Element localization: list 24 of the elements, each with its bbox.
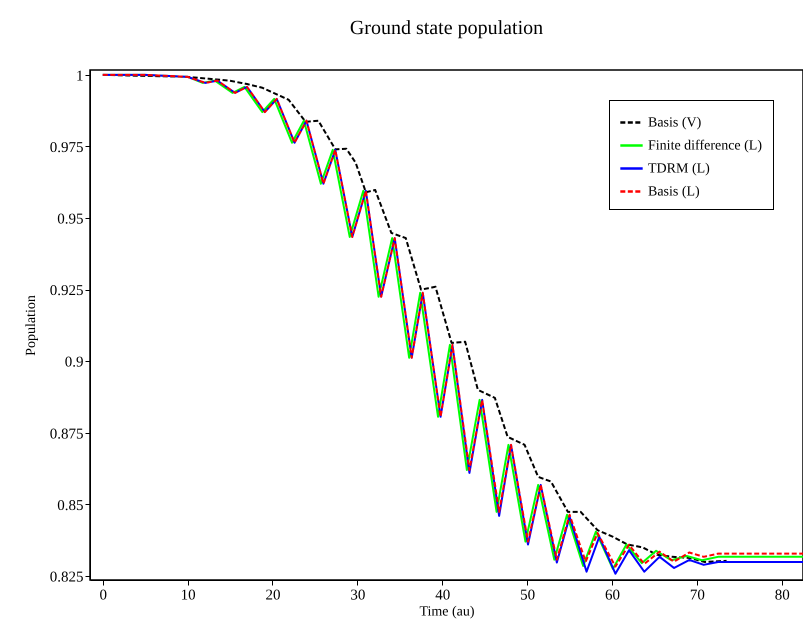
y-tick-label: 0.85 [57,498,84,514]
x-tick-label: 0 [99,588,107,604]
y-axis-title: Population [24,295,39,356]
x-tick-label: 60 [605,588,620,604]
legend-label: TDRM (L) [648,162,710,176]
x-tick-label: 40 [435,588,450,604]
y-tick-label: 0.925 [50,283,84,300]
x-tick-label: 50 [520,588,536,604]
y-tick-label: 0.875 [50,426,84,442]
x-tick-label: 80 [774,588,790,604]
y-tick-label: 0.825 [50,569,84,586]
y-tick-label: 0.9 [64,354,84,371]
legend-label: Basis (L) [648,184,700,200]
x-axis-title: Time (au) [419,604,475,620]
x-tick-label: 20 [265,588,280,604]
y-tick-label: 0.95 [57,212,84,228]
y-tick-label: 0.975 [50,140,84,156]
chart-title: Ground state population [350,16,544,39]
x-tick-label: 70 [690,588,705,604]
legend-label: Basis (V) [648,116,702,130]
x-tick-label: 30 [350,588,366,604]
y-tick-label: 1 [76,68,84,84]
legend-label: Finite difference (L) [648,138,762,154]
x-tick-label: 10 [180,588,196,604]
